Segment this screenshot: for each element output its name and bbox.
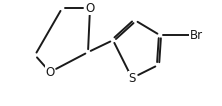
Text: S: S <box>128 72 136 85</box>
Text: O: O <box>45 66 55 79</box>
Text: O: O <box>85 2 95 15</box>
Text: Br: Br <box>189 29 202 42</box>
